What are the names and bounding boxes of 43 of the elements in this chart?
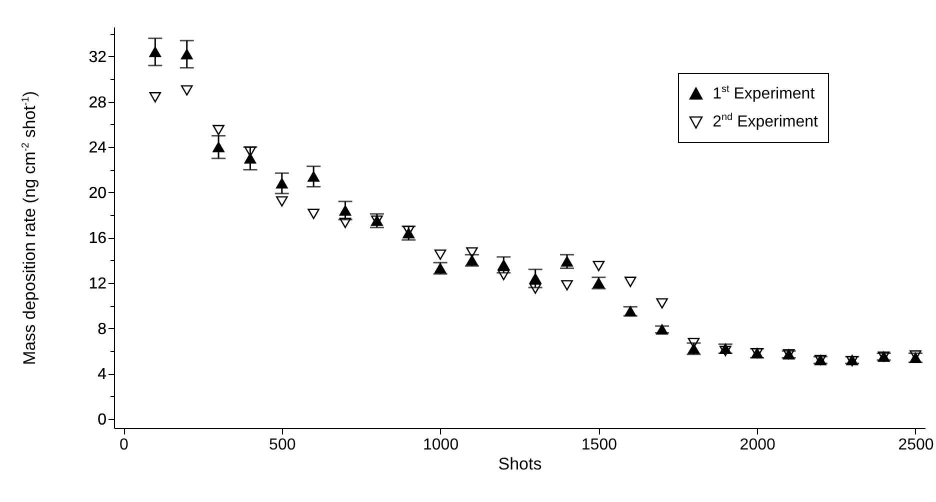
point bbox=[149, 46, 162, 58]
point bbox=[339, 205, 352, 216]
legend-label: 2$^{nd}$ Experiment bbox=[712, 112, 818, 132]
y-tick-label: 0 bbox=[98, 411, 107, 428]
point bbox=[308, 171, 320, 182]
point bbox=[466, 247, 478, 258]
y-tick-label: 28 bbox=[88, 94, 107, 112]
point bbox=[308, 208, 320, 220]
x-tick-label: 1000 bbox=[423, 436, 459, 454]
point bbox=[529, 283, 542, 294]
y-tick-label: 32 bbox=[88, 48, 107, 66]
point bbox=[561, 280, 573, 290]
point bbox=[180, 48, 193, 60]
x-tick-label: 0 bbox=[120, 436, 129, 454]
point bbox=[149, 92, 162, 102]
point bbox=[339, 218, 352, 228]
y-tick-label: 24 bbox=[88, 140, 107, 157]
point bbox=[498, 270, 510, 280]
x-axis-title: Shots bbox=[498, 454, 542, 474]
legend-label: 1$^{st}$ Experiment bbox=[712, 84, 815, 104]
x-tick-label: 2000 bbox=[740, 436, 776, 454]
point bbox=[212, 142, 224, 152]
point bbox=[561, 256, 573, 267]
point bbox=[624, 276, 636, 288]
point bbox=[212, 124, 224, 136]
point bbox=[244, 146, 256, 157]
x-tick-label: 2500 bbox=[898, 436, 934, 454]
y-tick-label: 12 bbox=[88, 276, 107, 293]
point bbox=[244, 153, 256, 164]
point bbox=[276, 196, 288, 207]
x-tick-label: 500 bbox=[269, 436, 296, 454]
y-tick-label: 16 bbox=[88, 230, 107, 248]
y-tick-label: 8 bbox=[98, 320, 107, 338]
point bbox=[434, 249, 446, 260]
point bbox=[592, 260, 605, 272]
point bbox=[276, 178, 288, 189]
point bbox=[529, 273, 542, 284]
point bbox=[180, 85, 193, 96]
x-tick-label: 1500 bbox=[581, 436, 618, 454]
point bbox=[498, 260, 510, 270]
y-tick-label: 4 bbox=[98, 366, 107, 384]
y-tick-label: 20 bbox=[88, 184, 107, 202]
point bbox=[656, 298, 668, 309]
